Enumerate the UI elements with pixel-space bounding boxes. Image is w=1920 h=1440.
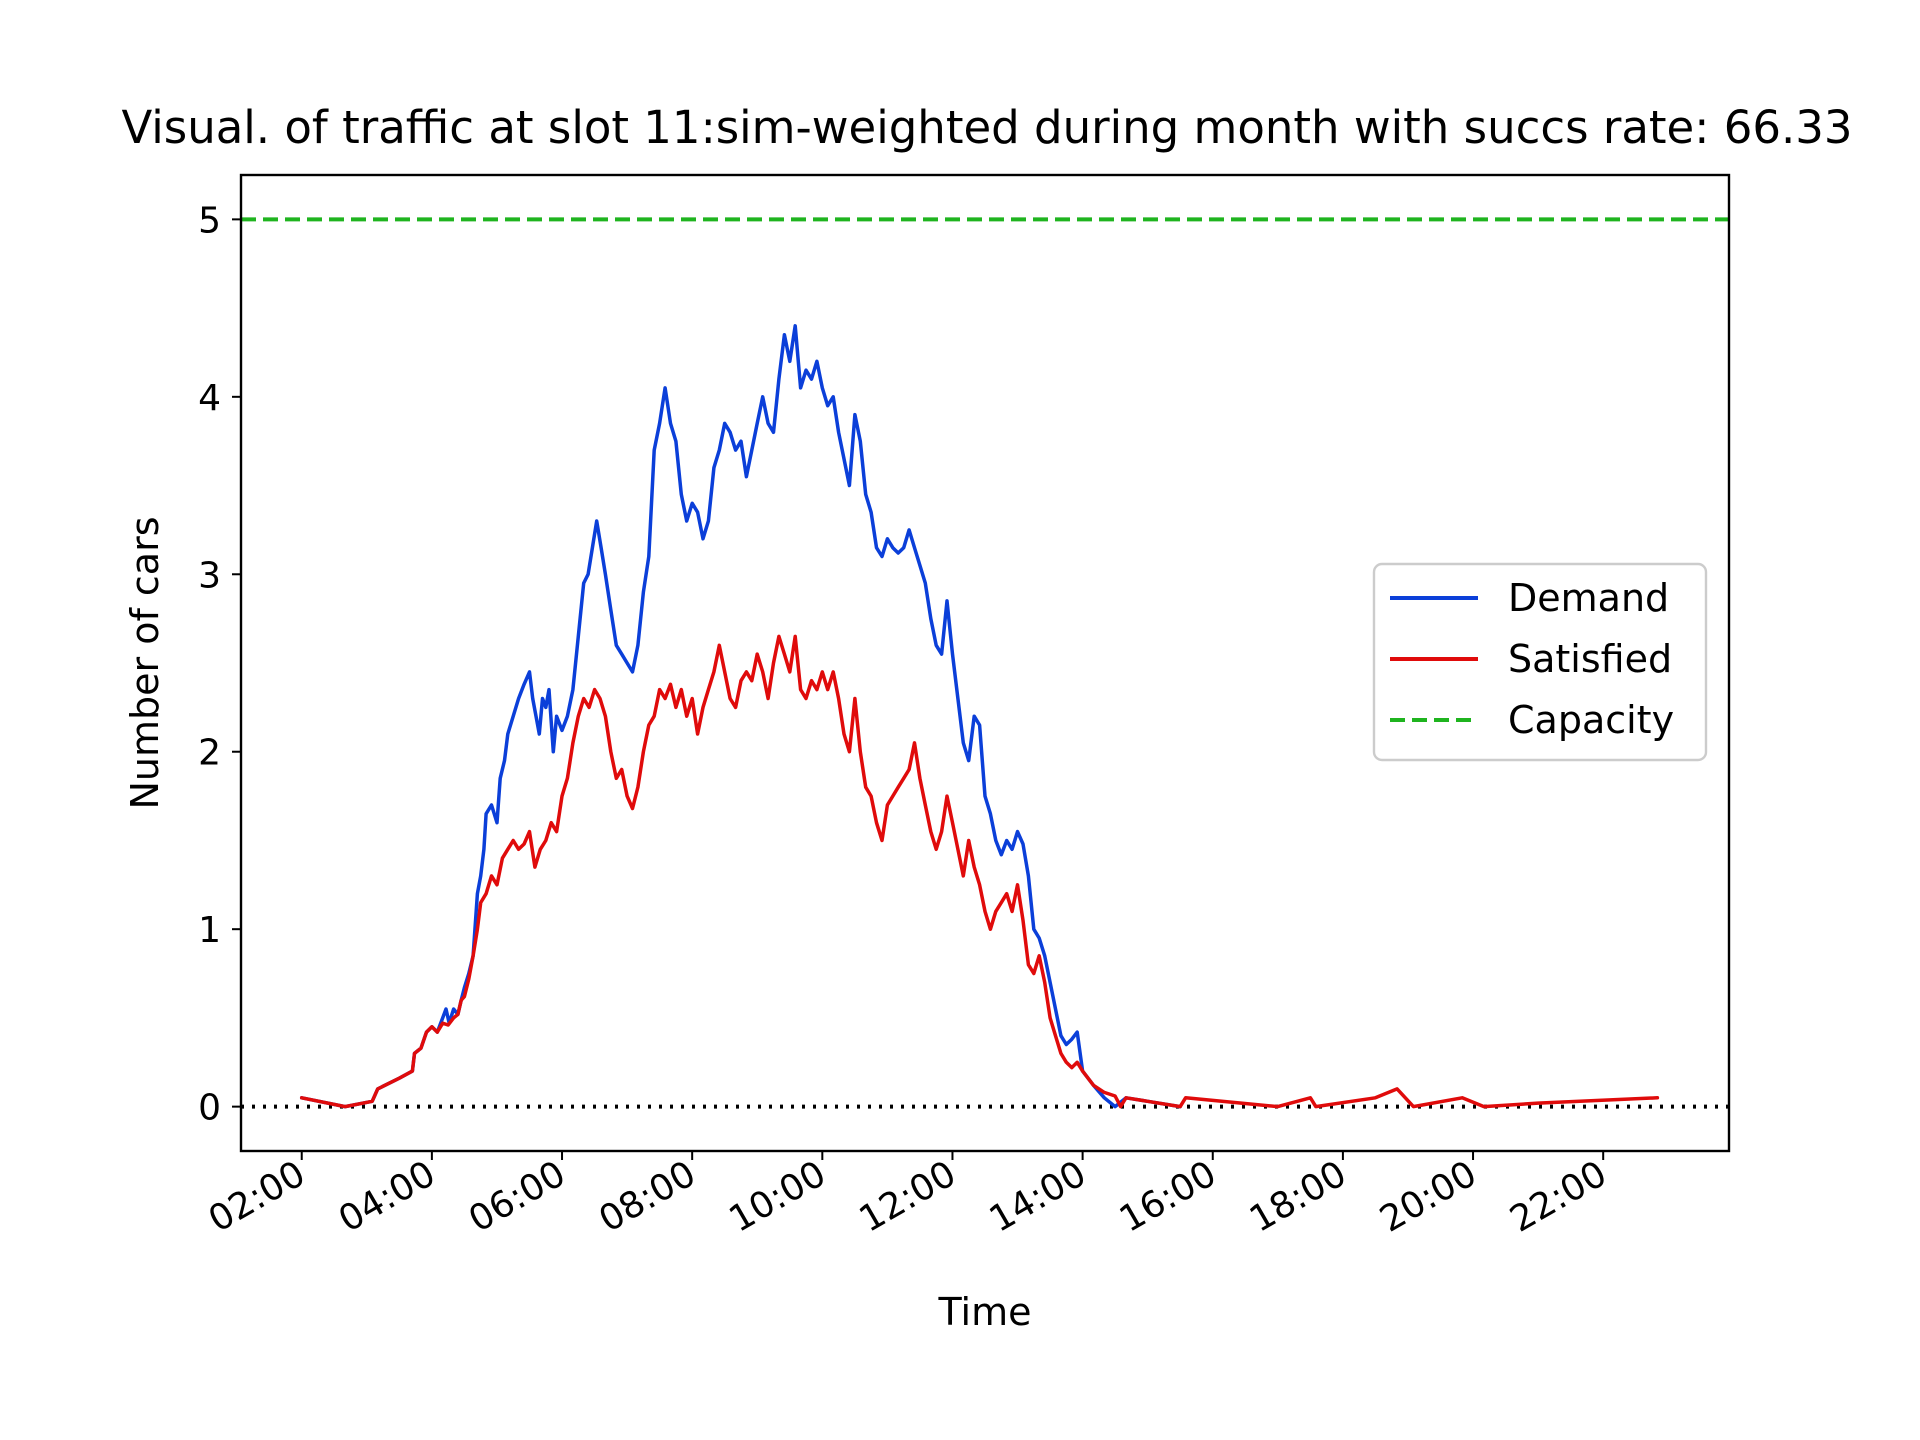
y-axis: 0 1 2 3 4 5 — [198, 200, 241, 1129]
y-tick-label: 1 — [198, 910, 221, 951]
plot-frame — [239, 173, 1731, 1153]
series-satisfied-line — [299, 634, 1660, 1109]
y-tick-label: 3 — [198, 555, 221, 596]
legend-satisfied-label: Satisfied — [1508, 637, 1672, 681]
y-tick-label: 5 — [198, 200, 221, 241]
y-tick-label: 4 — [198, 378, 221, 419]
legend-capacity-label: Capacity — [1508, 698, 1674, 742]
x-axis-label: Time — [938, 1290, 1032, 1334]
chart-title: Visual. of traffic at slot 11:sim-weight… — [121, 101, 1852, 154]
legend-box — [1372, 562, 1708, 762]
y-tick-label: 0 — [198, 1088, 221, 1129]
legend-demand-label: Demand — [1508, 576, 1669, 620]
y-tick-label: 2 — [198, 733, 221, 774]
y-axis-label: Number of cars — [123, 516, 167, 809]
series-layer — [241, 217, 1729, 1109]
series-demand-line — [299, 324, 1182, 1109]
legend: Demand Satisfied Capacity — [1372, 562, 1708, 762]
